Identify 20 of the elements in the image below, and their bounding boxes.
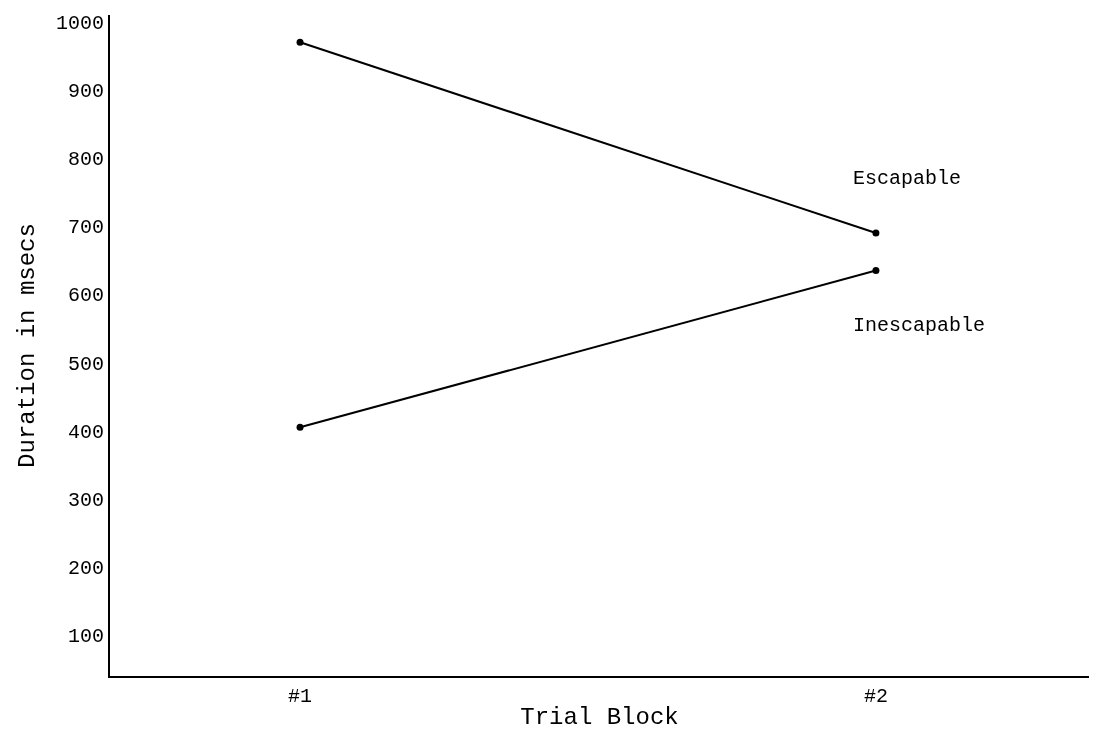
series-label: Inescapable	[853, 314, 986, 337]
y-tick-label: 1000	[55, 11, 104, 35]
series-label: Escapable	[853, 167, 962, 190]
y-tick-label: 100	[67, 625, 104, 649]
point	[872, 229, 880, 237]
y-tick-label: 700	[67, 216, 104, 240]
x-tick-label: #2	[863, 685, 888, 708]
x-axis-title: Trial Block	[520, 703, 679, 731]
y-axis-title: Duration in msecs	[13, 223, 41, 468]
y-tick-label: 400	[67, 420, 104, 444]
y-tick-label: 800	[67, 148, 104, 172]
y-tick-label: 200	[67, 556, 104, 580]
point	[296, 423, 304, 431]
y-tick-label: 500	[67, 352, 104, 376]
point	[296, 38, 304, 46]
y-tick-label: 300	[67, 488, 104, 512]
y-tick-label: 900	[67, 79, 104, 103]
y-tick-label: 600	[67, 284, 104, 308]
point	[872, 267, 880, 275]
x-tick-label: #1	[288, 685, 313, 708]
